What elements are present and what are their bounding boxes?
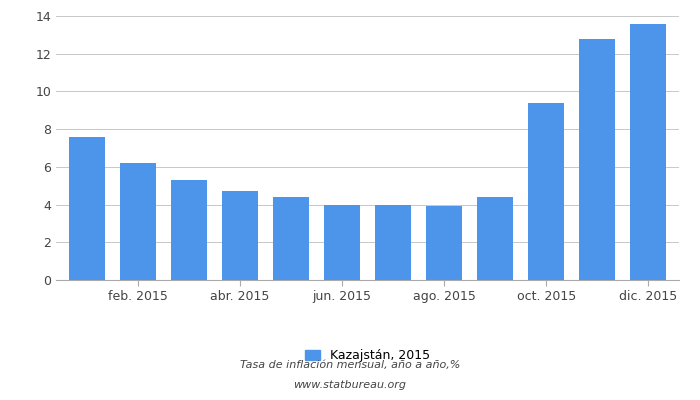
- Bar: [222, 191, 258, 280]
- Bar: [580, 39, 615, 280]
- Bar: [69, 137, 104, 280]
- Bar: [120, 163, 155, 280]
- Bar: [477, 197, 513, 280]
- Legend: Kazajstán, 2015: Kazajstán, 2015: [300, 344, 435, 367]
- Bar: [273, 197, 309, 280]
- Bar: [528, 103, 564, 280]
- Bar: [631, 24, 666, 280]
- Text: Tasa de inflación mensual, año a año,%: Tasa de inflación mensual, año a año,%: [240, 360, 460, 370]
- Bar: [426, 206, 462, 280]
- Bar: [375, 204, 411, 280]
- Bar: [324, 204, 360, 280]
- Text: www.statbureau.org: www.statbureau.org: [293, 380, 407, 390]
- Bar: [171, 180, 206, 280]
